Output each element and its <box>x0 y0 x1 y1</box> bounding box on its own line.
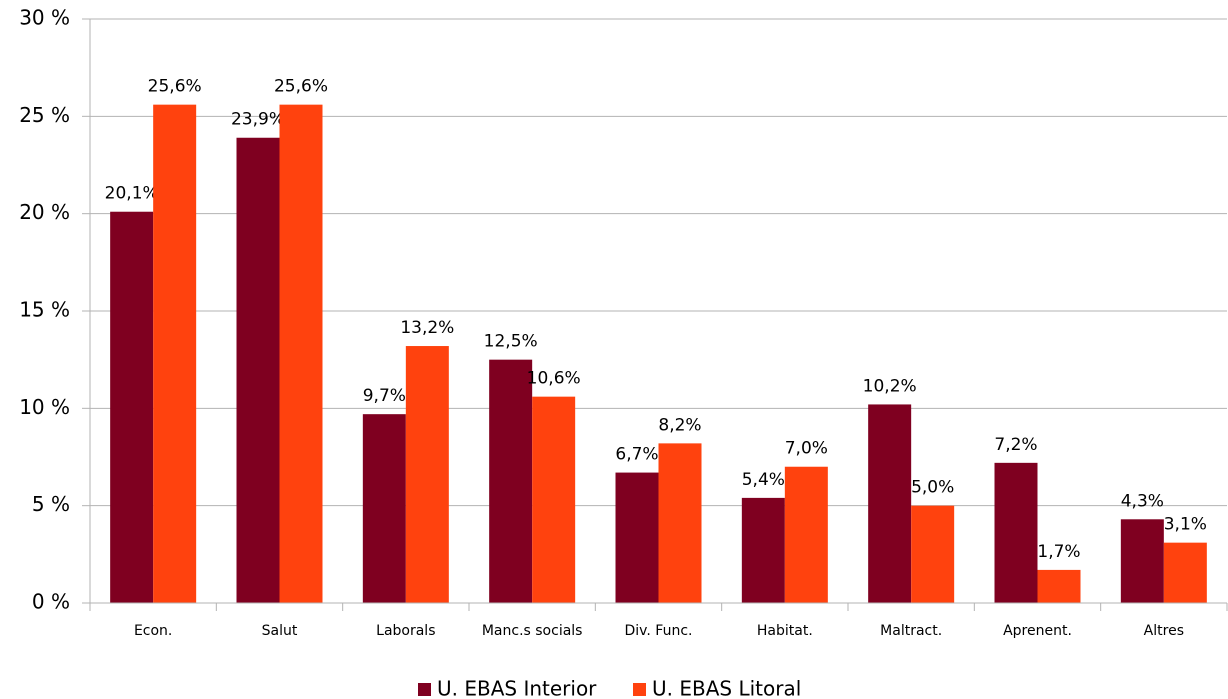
y-tick-label: 15 % <box>19 298 70 322</box>
bar <box>911 505 955 603</box>
value-label: 23,9% <box>231 110 285 130</box>
bar <box>153 104 197 604</box>
bar <box>994 462 1038 603</box>
value-label: 25,6% <box>148 77 202 97</box>
value-label: 4,3% <box>1121 491 1164 511</box>
bar <box>1037 569 1081 603</box>
value-label: 7,0% <box>785 439 828 459</box>
x-tick-label: Div. Func. <box>625 623 693 639</box>
value-label: 9,7% <box>363 386 406 406</box>
y-tick-label: 0 % <box>32 590 70 614</box>
bar <box>868 404 912 603</box>
value-label: 13,2% <box>400 318 454 338</box>
value-label: 1,7% <box>1037 542 1080 562</box>
x-tick-label: Manc.s socials <box>482 623 583 639</box>
y-tick-label: 30 % <box>19 6 70 30</box>
value-label: 12,5% <box>484 332 538 352</box>
x-tick-label: Aprenent. <box>1003 623 1072 639</box>
x-tick-label: Econ. <box>134 623 172 639</box>
value-label: 25,6% <box>274 77 328 97</box>
value-label: 6,7% <box>615 445 658 465</box>
bar <box>489 359 533 603</box>
bar <box>110 211 154 603</box>
bar <box>405 346 449 603</box>
bar <box>362 414 406 603</box>
bar <box>1120 519 1164 603</box>
x-tick-label: Maltract. <box>880 623 942 639</box>
bar <box>532 396 576 603</box>
legend-swatch <box>418 683 431 696</box>
x-tick-label: Altres <box>1144 623 1184 639</box>
x-tick-label: Salut <box>262 623 298 639</box>
bar <box>658 443 702 603</box>
y-tick-label: 20 % <box>19 200 70 224</box>
bar <box>279 104 323 604</box>
y-tick-label: 5 % <box>32 492 70 516</box>
bar <box>1163 542 1207 603</box>
x-tick-label: Habitat. <box>757 623 813 639</box>
bar <box>236 137 280 603</box>
value-label: 10,2% <box>863 376 917 396</box>
bar <box>615 472 659 603</box>
x-tick-label: Laborals <box>376 623 435 639</box>
value-label: 3,1% <box>1164 515 1207 535</box>
value-label: 10,6% <box>527 369 581 389</box>
legend-swatch <box>633 683 646 696</box>
bar <box>784 466 828 603</box>
y-tick-label: 10 % <box>19 395 70 419</box>
value-label: 5,0% <box>911 478 954 498</box>
value-label: 8,2% <box>658 415 701 435</box>
value-label: 7,2% <box>994 435 1037 455</box>
legend-label: U. EBAS Interior <box>437 677 597 699</box>
value-label: 5,4% <box>742 470 785 490</box>
legend-label: U. EBAS Litoral <box>652 677 801 699</box>
bar <box>741 497 785 603</box>
y-tick-label: 25 % <box>19 103 70 127</box>
value-label: 20,1% <box>105 184 159 204</box>
